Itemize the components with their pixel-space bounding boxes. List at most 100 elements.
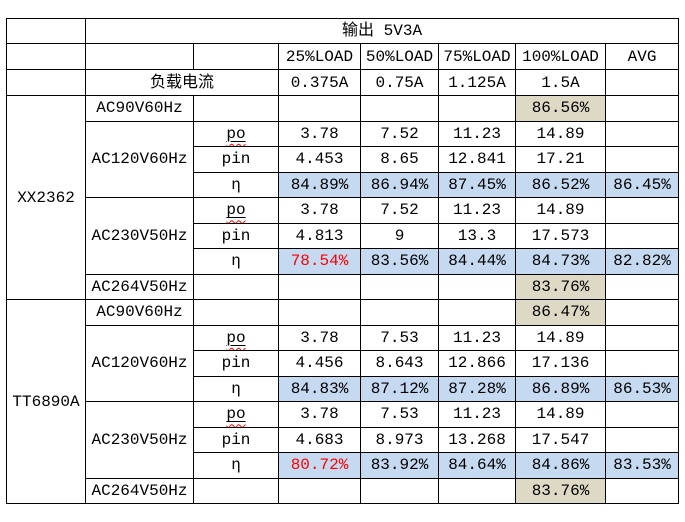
eta-value[interactable]: 84.86% xyxy=(515,452,606,479)
po-value[interactable]: 3.78 xyxy=(278,197,361,224)
metric-label-eta[interactable]: η xyxy=(193,171,279,198)
pin-value[interactable]: 13.268 xyxy=(438,426,516,453)
pin-value[interactable]: 4.453 xyxy=(278,146,361,173)
eta-value[interactable]: 84.83% xyxy=(278,375,361,402)
eta-value[interactable]: 83.92% xyxy=(360,452,439,479)
header-avg[interactable]: AVG xyxy=(604,43,680,70)
pin-value[interactable]: 8.973 xyxy=(360,426,439,453)
empty-cell[interactable] xyxy=(360,95,439,122)
metric-label-pin[interactable]: pin xyxy=(193,350,279,377)
empty-cell[interactable] xyxy=(604,401,680,428)
empty-cell[interactable] xyxy=(438,299,516,326)
eta-value[interactable]: 87.12% xyxy=(360,375,439,402)
load-current-25[interactable]: 0.375A xyxy=(278,69,361,96)
eta-avg-value[interactable]: 82.82% xyxy=(604,248,680,275)
metric-label-po[interactable]: po xyxy=(193,197,279,224)
po-value[interactable]: 11.23 xyxy=(438,120,516,147)
metric-label-pin[interactable]: pin xyxy=(193,222,279,249)
empty-cell[interactable] xyxy=(278,273,361,300)
eta-value[interactable]: 86.89% xyxy=(515,375,606,402)
empty-cell[interactable] xyxy=(193,95,279,122)
metric-label-eta[interactable]: η xyxy=(193,452,279,479)
ac264-100load-value[interactable]: 83.76% xyxy=(515,273,606,300)
po-value[interactable]: 3.78 xyxy=(278,324,361,351)
empty-cell[interactable] xyxy=(604,146,680,173)
pin-value[interactable]: 17.136 xyxy=(515,350,606,377)
po-value[interactable]: 11.23 xyxy=(438,401,516,428)
empty-cell[interactable] xyxy=(193,299,279,326)
eta-value-low[interactable]: 80.72% xyxy=(278,452,361,479)
po-value[interactable]: 7.53 xyxy=(360,324,439,351)
empty-cell[interactable] xyxy=(438,273,516,300)
metric-label-pin[interactable]: pin xyxy=(193,426,279,453)
po-value[interactable]: 7.52 xyxy=(360,120,439,147)
po-value[interactable]: 11.23 xyxy=(438,324,516,351)
pin-value[interactable]: 12.866 xyxy=(438,350,516,377)
empty-cell[interactable] xyxy=(438,95,516,122)
pin-value[interactable]: 17.21 xyxy=(515,146,606,173)
metric-label-po[interactable]: po xyxy=(193,401,279,428)
device-name-xx2362[interactable]: XX2362 xyxy=(6,95,86,300)
pin-value[interactable]: 4.456 xyxy=(278,350,361,377)
empty-cell[interactable] xyxy=(85,43,194,70)
pin-value[interactable]: 8.643 xyxy=(360,350,439,377)
ac90-100load-value[interactable]: 86.56% xyxy=(515,95,606,122)
empty-cell[interactable] xyxy=(193,273,279,300)
header-50load[interactable]: 50%LOAD xyxy=(360,43,439,70)
po-value[interactable]: 14.89 xyxy=(515,401,606,428)
eta-value[interactable]: 84.73% xyxy=(515,248,606,275)
pin-value[interactable]: 9 xyxy=(360,222,439,249)
empty-cell[interactable] xyxy=(604,197,680,224)
po-value[interactable]: 3.78 xyxy=(278,120,361,147)
empty-cell[interactable] xyxy=(604,350,680,377)
eta-value[interactable]: 84.44% xyxy=(438,248,516,275)
empty-cell[interactable] xyxy=(6,18,86,44)
condition-ac90-label[interactable]: AC90V60Hz xyxy=(85,299,194,326)
empty-cell[interactable] xyxy=(604,120,680,147)
condition-ac230-label[interactable]: AC230V50Hz xyxy=(85,401,194,479)
condition-ac230-label[interactable]: AC230V50Hz xyxy=(85,197,194,275)
empty-cell[interactable] xyxy=(360,299,439,326)
eta-value[interactable]: 84.64% xyxy=(438,452,516,479)
metric-label-eta[interactable]: η xyxy=(193,248,279,275)
po-value[interactable]: 11.23 xyxy=(438,197,516,224)
device-name-tt6890a[interactable]: TT6890A xyxy=(6,299,86,504)
eta-value[interactable]: 87.45% xyxy=(438,171,516,198)
empty-cell[interactable] xyxy=(278,477,361,504)
empty-cell[interactable] xyxy=(604,324,680,351)
condition-ac120-label[interactable]: AC120V60Hz xyxy=(85,120,194,198)
empty-cell[interactable] xyxy=(604,426,680,453)
load-current-50[interactable]: 0.75A xyxy=(360,69,439,96)
empty-cell[interactable] xyxy=(604,69,680,96)
po-value[interactable]: 14.89 xyxy=(515,324,606,351)
pin-value[interactable]: 17.547 xyxy=(515,426,606,453)
metric-label-po[interactable]: po xyxy=(193,120,279,147)
condition-ac120-label[interactable]: AC120V60Hz xyxy=(85,324,194,402)
empty-cell[interactable] xyxy=(438,477,516,504)
metric-label-pin[interactable]: pin xyxy=(193,146,279,173)
ac264-100load-value[interactable]: 83.76% xyxy=(515,477,606,504)
po-value[interactable]: 14.89 xyxy=(515,120,606,147)
eta-value[interactable]: 83.56% xyxy=(360,248,439,275)
po-value[interactable]: 7.52 xyxy=(360,197,439,224)
eta-avg-value[interactable]: 86.53% xyxy=(604,375,680,402)
eta-value-low[interactable]: 78.54% xyxy=(278,248,361,275)
empty-cell[interactable] xyxy=(193,477,279,504)
header-100load[interactable]: 100%LOAD xyxy=(515,43,606,70)
eta-avg-value[interactable]: 83.53% xyxy=(604,452,680,479)
po-value[interactable]: 14.89 xyxy=(515,197,606,224)
empty-cell[interactable] xyxy=(278,299,361,326)
empty-cell[interactable] xyxy=(6,69,86,96)
empty-cell[interactable] xyxy=(193,43,279,70)
header-25load[interactable]: 25%LOAD xyxy=(278,43,361,70)
eta-avg-value[interactable]: 86.45% xyxy=(604,171,680,198)
load-current-100[interactable]: 1.5A xyxy=(515,69,606,96)
empty-cell[interactable] xyxy=(604,95,680,122)
metric-label-eta[interactable]: η xyxy=(193,375,279,402)
ac90-100load-value[interactable]: 86.47% xyxy=(515,299,606,326)
pin-value[interactable]: 8.65 xyxy=(360,146,439,173)
metric-label-po[interactable]: po xyxy=(193,324,279,351)
empty-cell[interactable] xyxy=(360,477,439,504)
pin-value[interactable]: 13.3 xyxy=(438,222,516,249)
pin-value[interactable]: 17.573 xyxy=(515,222,606,249)
